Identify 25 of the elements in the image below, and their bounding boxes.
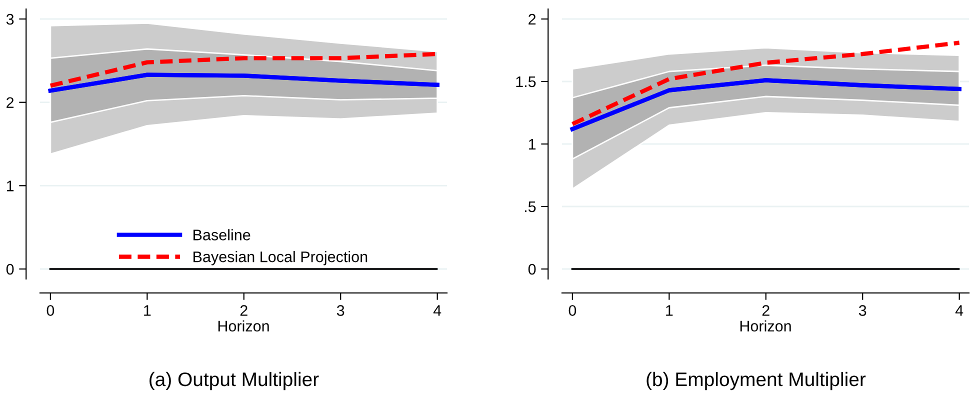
legend-label: Baseline: [194, 229, 250, 240]
x-tick-label: 3: [336, 305, 344, 316]
text: (b) Employment Multiplier: [646, 372, 866, 390]
x-tick-label: 4: [433, 305, 442, 316]
legend-label: Bayesian Local Projection: [194, 251, 368, 266]
x-tick-label: 3: [858, 305, 866, 316]
y-tick-label: .5: [524, 202, 536, 212]
x-axis-title: Horizon: [740, 320, 791, 332]
x-tick-label: 1: [666, 305, 673, 316]
y-tick-label: 0: [528, 264, 536, 275]
x-tick-label: 2: [240, 305, 248, 316]
x-tick-label: 4: [955, 305, 964, 316]
y-tick-label: 2: [6, 97, 14, 108]
x-tick-label: 1: [144, 305, 151, 316]
y-tick-label: 0: [6, 264, 14, 275]
y-tick-label: 3: [6, 14, 14, 25]
x-axis-title: Horizon: [218, 320, 269, 332]
y-tick-label: 2: [528, 14, 536, 25]
text: (a) Output Multiplier: [150, 372, 319, 390]
y-tick-label: 1.5: [516, 76, 536, 88]
y-tick-label: 1: [528, 139, 536, 150]
x-tick-label: 0: [568, 305, 576, 316]
x-tick-label: 2: [762, 305, 770, 316]
x-tick-label: 0: [46, 305, 54, 316]
y-tick-label: 1: [6, 180, 14, 192]
